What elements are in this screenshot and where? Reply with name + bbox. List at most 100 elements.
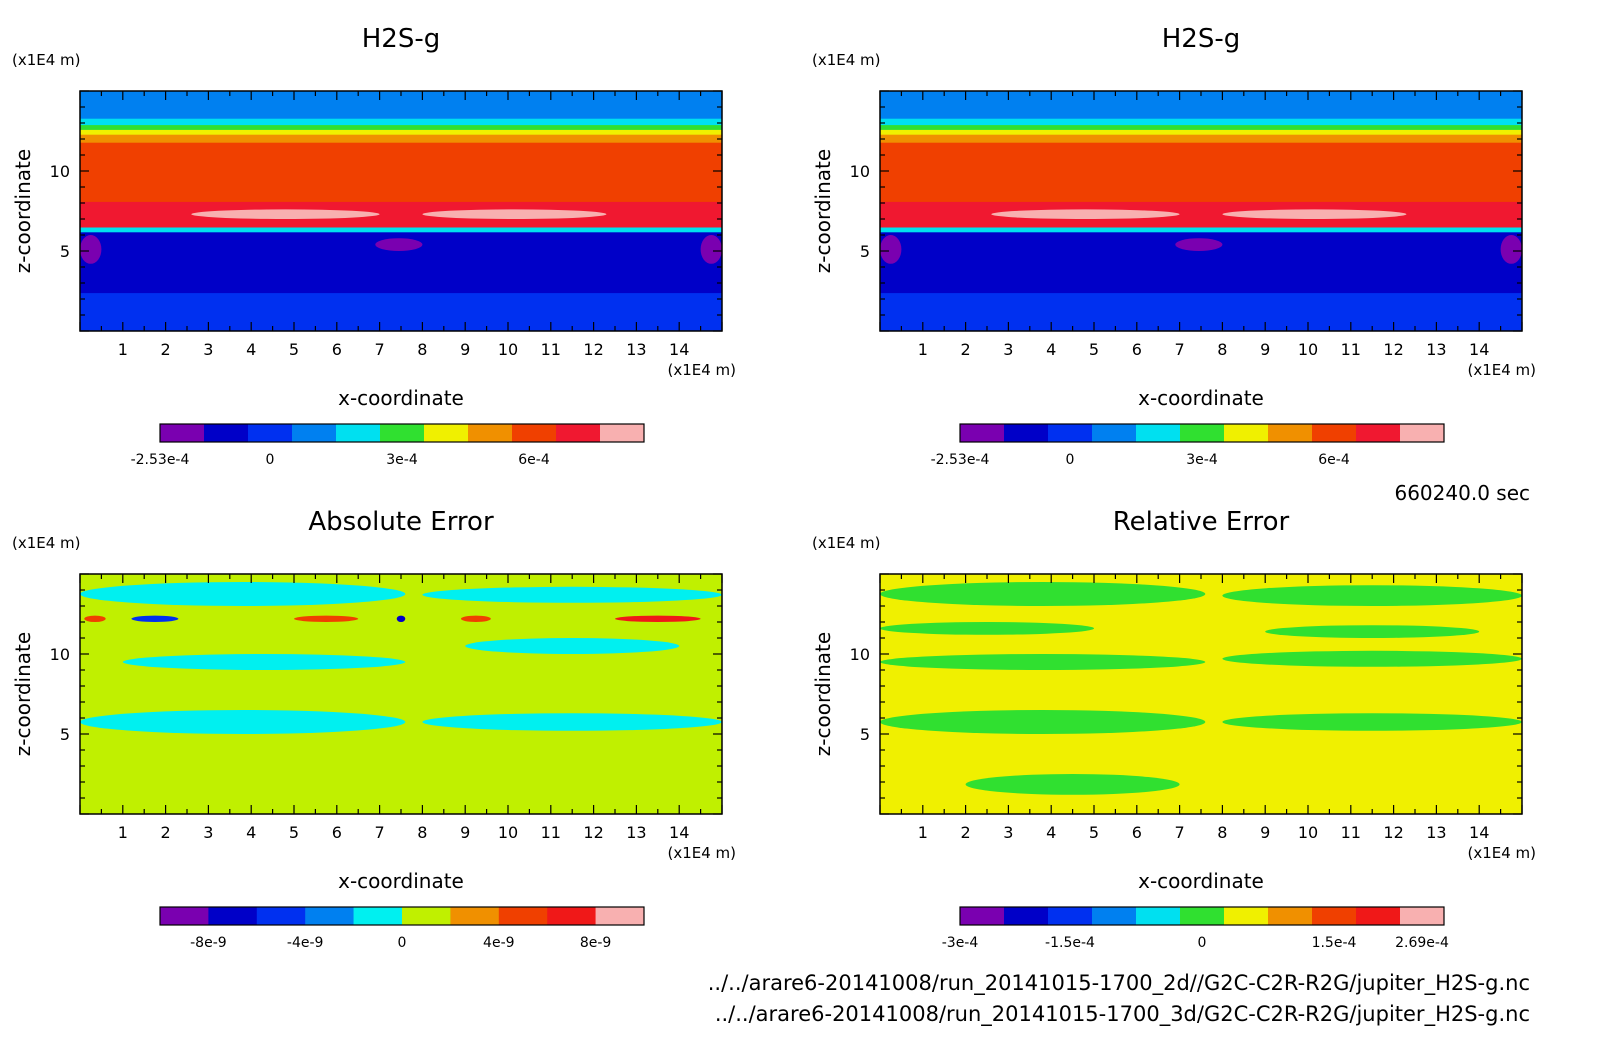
x-tick-label: 3 [203, 823, 213, 842]
x-tick-label: 3 [1003, 340, 1013, 359]
colorbar-label: 8e-9 [580, 935, 611, 951]
contour-patch-2 [422, 209, 607, 219]
x-unit-label: (x1E4 m) [667, 361, 736, 379]
contour-band-3 [80, 227, 722, 233]
colorbar-swatch [1004, 907, 1049, 925]
colorbar-swatch [208, 907, 258, 925]
contour-patch-3 [880, 582, 1206, 606]
x-tick-label: 13 [626, 823, 646, 842]
contour-band-5 [80, 142, 722, 202]
colorbar-label: -2.53e-4 [931, 452, 990, 468]
colorbar-swatch [292, 424, 337, 442]
x-tick-label: 1 [918, 823, 928, 842]
contour-patch-8 [880, 622, 1094, 635]
contour-band-1 [880, 574, 1522, 814]
y-tick-label: 5 [60, 242, 70, 261]
y-tick-label: 10 [850, 162, 870, 181]
x-axis-label: x-coordinate [338, 386, 464, 410]
contour-patch-6 [422, 586, 722, 603]
x-tick-label: 5 [289, 340, 299, 359]
x-tick-label: 10 [498, 823, 518, 842]
y-axis-label: z-coordinate [811, 632, 835, 756]
x-tick-label: 8 [1217, 823, 1227, 842]
colorbar-swatch [595, 907, 645, 925]
colorbar-frame [159, 423, 645, 443]
colorbar-swatch [960, 907, 1005, 925]
contour-patch-2 [1222, 650, 1522, 667]
contour-patch-4 [880, 235, 902, 264]
colorbar-swatch [305, 907, 354, 925]
y-tick-label: 10 [50, 645, 70, 664]
colorbar-label: 6e-4 [518, 452, 550, 468]
colorbar-swatch [1268, 424, 1313, 442]
x-tick-label: 6 [332, 823, 342, 842]
colorbar-swatch [1004, 424, 1049, 442]
panel-title: H2S-g [1162, 24, 1240, 54]
x-tick-label: 12 [1383, 823, 1403, 842]
contour-patch-5 [1500, 235, 1522, 264]
contour-patch-6 [1222, 713, 1522, 731]
x-tick-label: 14 [1469, 823, 1489, 842]
x-tick-label: 11 [541, 823, 561, 842]
colorbar-swatch [498, 907, 548, 925]
colorbar-swatch [960, 424, 1005, 442]
x-tick-label: 9 [1260, 823, 1270, 842]
colorbar-swatch [1400, 907, 1445, 925]
contour-patch-7 [131, 615, 179, 622]
colorbar-swatch [160, 907, 209, 925]
x-tick-label: 8 [417, 340, 427, 359]
x-unit-label: (x1E4 m) [1467, 361, 1536, 379]
x-tick-label: 13 [1426, 340, 1446, 359]
colorbar-label: 1.5e-4 [1312, 935, 1357, 951]
y-tick-label: 5 [860, 242, 870, 261]
colorbar-swatch [248, 424, 293, 442]
colorbar-label: 0 [1198, 935, 1207, 951]
colorbar-label: 6e-4 [1318, 452, 1350, 468]
contour-patch-4 [465, 638, 680, 654]
y-unit-label: (x1E4 m) [812, 51, 881, 69]
x-tick-label: 2 [961, 340, 971, 359]
x-tick-label: 11 [1341, 340, 1361, 359]
y-axis-label: z-coordinate [11, 149, 35, 273]
x-tick-label: 5 [1089, 340, 1099, 359]
colorbar-swatch [256, 907, 306, 925]
x-tick-label: 3 [203, 340, 213, 359]
x-tick-label: 13 [1426, 823, 1446, 842]
x-tick-label: 4 [1046, 340, 1056, 359]
x-tick-label: 11 [1341, 823, 1361, 842]
y-unit-label: (x1E4 m) [12, 534, 81, 552]
colorbar-swatch [512, 424, 557, 442]
contour-patch-8 [84, 615, 106, 622]
x-tick-label: 4 [1046, 823, 1056, 842]
contour-patch-5 [700, 235, 722, 264]
contour-patch-5 [880, 710, 1206, 734]
colorbar-frame [159, 906, 645, 926]
file-path-3d: ../../arare6-20141008/run_20141015-1700_… [715, 1002, 1530, 1027]
contour-patch-3 [122, 654, 406, 670]
x-tick-label: 2 [961, 823, 971, 842]
x-tick-label: 11 [541, 340, 561, 359]
colorbar-swatch [1092, 907, 1137, 925]
contour-patch-9 [1265, 625, 1480, 638]
contour-patch-5 [80, 582, 406, 606]
colorbar-label: -1.5e-4 [1045, 935, 1095, 951]
panel-title: Absolute Error [308, 507, 494, 537]
colorbar-swatch [1092, 424, 1137, 442]
colorbar-swatch [1048, 424, 1093, 442]
contour-field [80, 574, 722, 814]
colorbar-swatch [556, 424, 601, 442]
contour-patch-1 [991, 209, 1180, 219]
y-axis-label: z-coordinate [811, 149, 835, 273]
contour-band-1 [80, 292, 722, 331]
colorbar-label: -8e-9 [190, 935, 227, 951]
colorbar-swatch [353, 907, 403, 925]
x-tick-label: 7 [1175, 823, 1185, 842]
x-unit-label: (x1E4 m) [1467, 844, 1536, 862]
colorbar-label: -2.53e-4 [131, 452, 190, 468]
colorbar-swatch [402, 907, 451, 925]
y-tick-label: 5 [860, 725, 870, 744]
colorbar-swatch [1356, 907, 1401, 925]
colorbar-swatch [1224, 424, 1269, 442]
